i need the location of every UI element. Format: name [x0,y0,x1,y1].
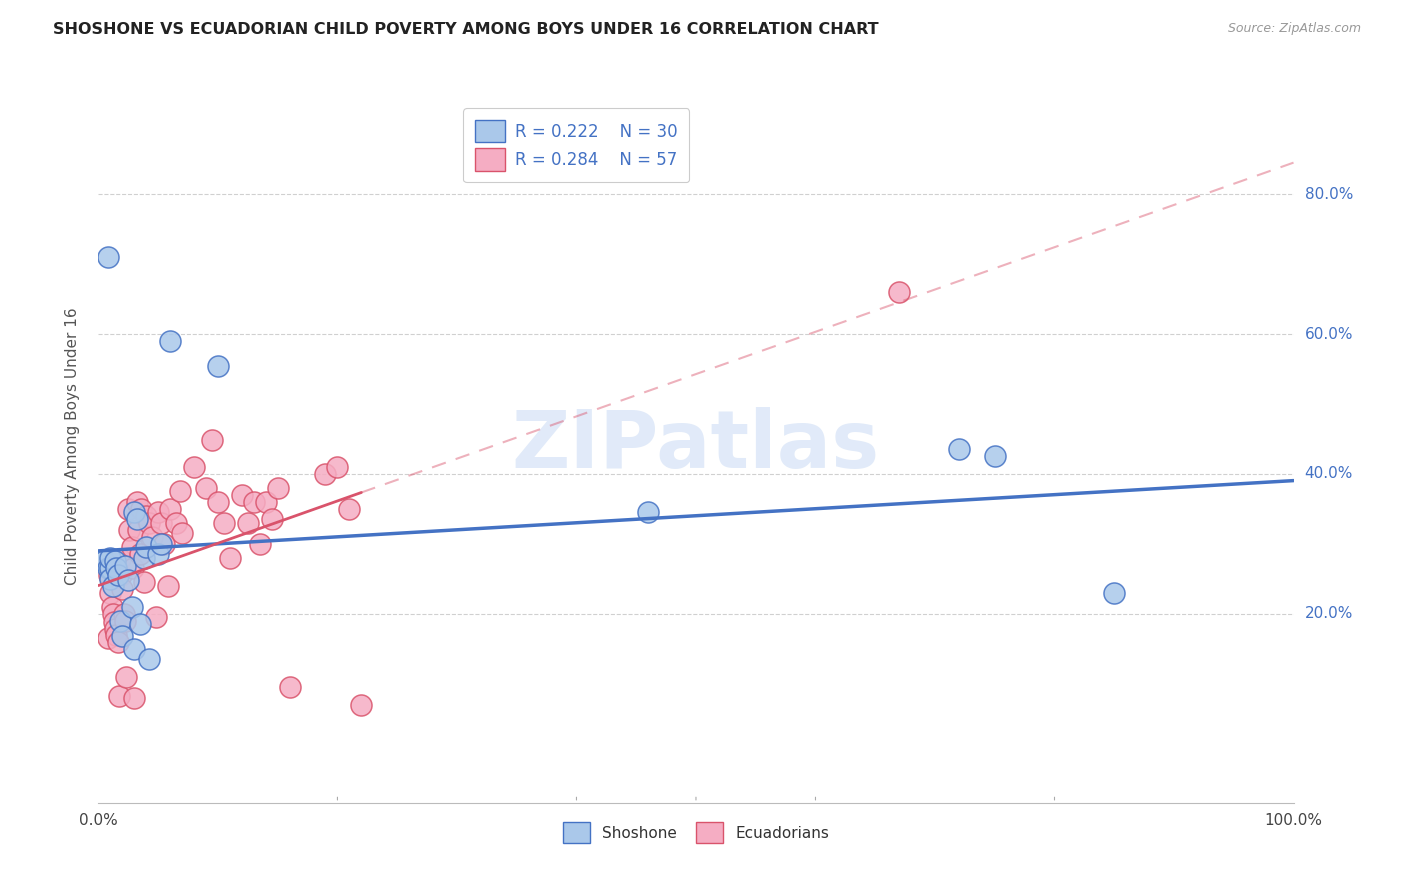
Point [149,537,172,551]
Point [231,488,253,502]
Point [124,506,146,520]
Point [1104,586,1126,600]
Point [93,554,115,568]
Point [125,512,148,526]
Point [195,481,218,495]
Point [114,559,136,574]
Point [105,628,128,642]
Point [117,502,139,516]
Point [278,681,301,695]
Point [156,579,179,593]
Point [219,550,242,565]
Point [104,554,127,568]
Point [212,516,235,530]
Point [132,575,155,590]
Point [101,579,124,593]
Y-axis label: Child Poverty Among Boys Under 16: Child Poverty Among Boys Under 16 [65,307,80,585]
Point [108,614,131,628]
Point [207,359,229,373]
Point [104,622,127,636]
Point [141,530,163,544]
Point [129,617,152,632]
Point [145,610,167,624]
Point [637,506,659,520]
Point [254,495,277,509]
Text: ZIPatlas: ZIPatlas [512,407,880,485]
Point [110,568,132,582]
Point [326,460,349,475]
Point [350,698,373,712]
Point [948,442,970,457]
Text: 20.0%: 20.0% [1305,607,1353,622]
Point [132,550,155,565]
Point [339,502,361,516]
Point [98,561,122,575]
Point [183,460,205,475]
Point [112,607,135,621]
Point [98,550,122,565]
Point [124,690,146,705]
Point [169,484,191,499]
Text: 40.0%: 40.0% [1305,467,1353,482]
Point [125,495,148,509]
Point [984,450,1007,464]
Point [138,652,160,666]
Text: SHOSHONE VS ECUADORIAN CHILD POVERTY AMONG BOYS UNDER 16 CORRELATION CHART: SHOSHONE VS ECUADORIAN CHILD POVERTY AMO… [53,22,879,37]
Point [105,561,128,575]
Point [172,526,194,541]
Point [100,599,122,614]
Point [97,632,120,646]
Point [121,541,143,555]
Text: 60.0%: 60.0% [1305,326,1353,342]
Point [111,582,134,597]
Point [97,561,120,575]
Point [101,607,124,621]
Point [114,614,136,628]
Point [124,641,146,656]
Point [138,516,160,530]
Point [267,481,290,495]
Point [135,508,157,523]
Point [236,516,259,530]
Point [148,506,170,520]
Point [127,523,149,537]
Point [201,434,224,448]
Text: Source: ZipAtlas.com: Source: ZipAtlas.com [1227,22,1361,36]
Text: 80.0%: 80.0% [1305,186,1353,202]
Point [129,548,152,562]
Legend: Shoshone, Ecuadorians: Shoshone, Ecuadorians [554,814,838,852]
Point [107,690,129,704]
Point [153,537,176,551]
Point [115,670,138,684]
Point [121,599,143,614]
Point [98,572,122,586]
Point [249,537,271,551]
Point [159,334,181,348]
Point [260,512,283,526]
Point [315,467,337,481]
Point [103,615,125,630]
Point [135,540,157,554]
Point [122,561,145,575]
Point [111,629,134,643]
Point [98,568,121,582]
Point [97,250,120,264]
Point [107,635,129,649]
Point [149,516,172,530]
Point [118,523,141,537]
Point [98,586,122,600]
Point [107,568,129,582]
Point [165,516,187,530]
Point [207,495,229,509]
Point [117,574,139,588]
Point [243,495,266,509]
Point [889,285,911,299]
Point [131,502,153,516]
Point [108,552,131,566]
Point [159,502,181,516]
Point [148,548,170,562]
